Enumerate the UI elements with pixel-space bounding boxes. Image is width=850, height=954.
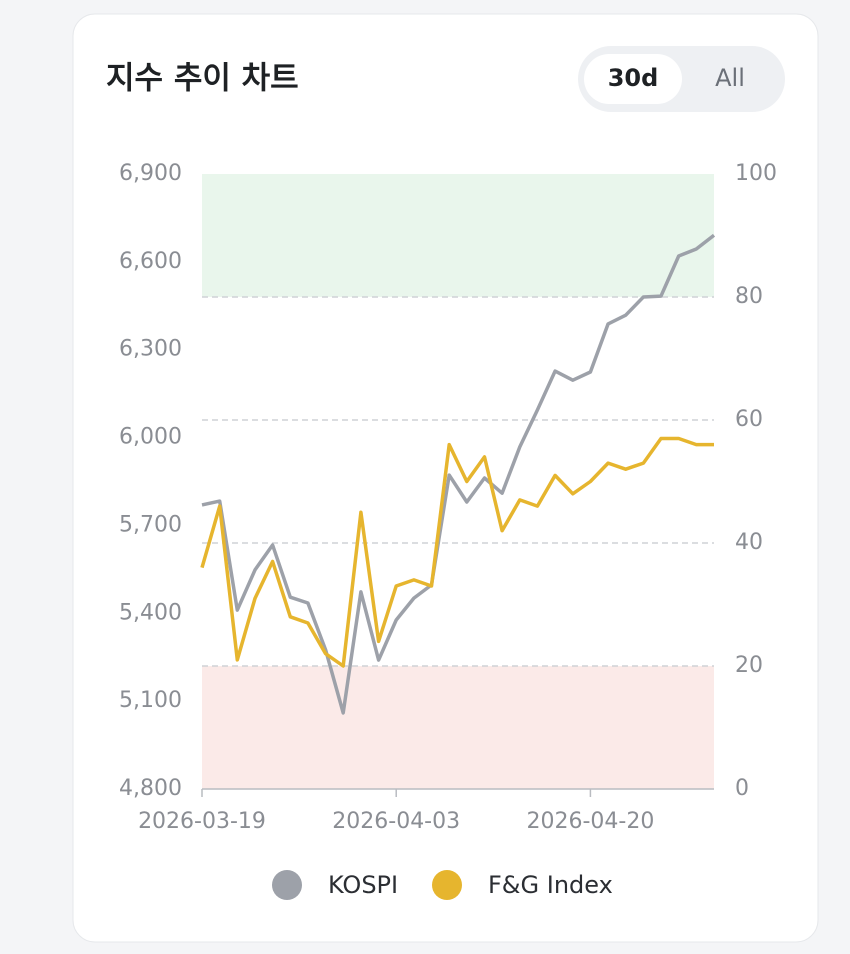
- series-line: [200, 436, 714, 668]
- plot: 0 20 40 60 80 100 4,800 5,100 5,400 5,700 6,000 6,3…: [119, 161, 777, 900]
- y2-tick-label: 0: [735, 776, 749, 801]
- y-tick-label: 6,600: [119, 249, 182, 274]
- series-line: [201, 233, 716, 715]
- control-button[interactable]: 30d: [608, 64, 659, 92]
- y-tick-label: 6,300: [119, 337, 182, 362]
- y2-tick-label: 80: [735, 284, 763, 309]
- chart-title: 지수 추이 차트: [106, 61, 299, 97]
- legend-label: KOSPI: [328, 871, 398, 899]
- controls: 30d All: [584, 54, 745, 104]
- control-button[interactable]: All: [715, 64, 745, 92]
- y-tick-label: 6,900: [119, 161, 182, 186]
- y2-tick-label: 60: [735, 407, 763, 432]
- y2-tick-label: 20: [735, 653, 763, 678]
- legend-swatch: [272, 870, 302, 900]
- legend-swatch: [432, 870, 462, 900]
- x-tick-label: 2026-04-03: [332, 809, 460, 834]
- y2-tick-label: 100: [735, 161, 777, 186]
- y-tick-label: 4,800: [119, 776, 182, 801]
- y-tick-label: 5,700: [119, 512, 182, 537]
- x-tick-label: 2026-04-20: [526, 809, 654, 834]
- y-tick-label: 5,100: [119, 688, 182, 713]
- y2-tick-label: 40: [735, 530, 763, 555]
- zone: [202, 174, 714, 297]
- x-tick-label: 2026-03-19: [138, 809, 266, 834]
- y-tick-label: 5,400: [119, 600, 182, 625]
- y-tick-label: 6,000: [119, 425, 182, 450]
- legend-label: F&G Index: [488, 871, 613, 899]
- control-active: [584, 54, 682, 104]
- zone: [202, 666, 714, 789]
